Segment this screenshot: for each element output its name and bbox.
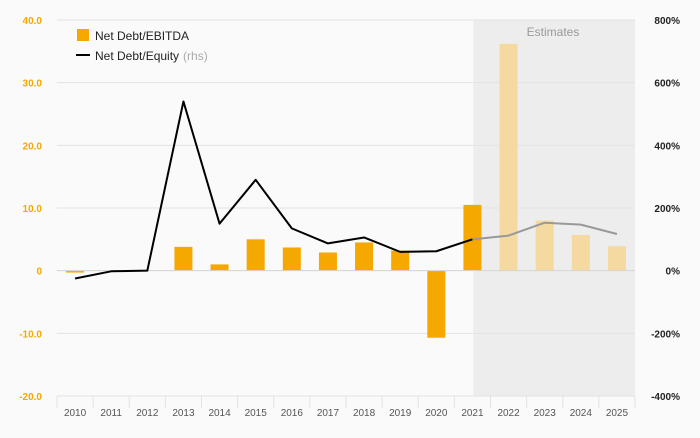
legend: Net Debt/EBITDA Net Debt/Equity (rhs)	[76, 29, 208, 63]
bar-2013	[174, 246, 193, 271]
x-tick-label-2012: 2012	[136, 408, 159, 419]
bar-2016	[282, 247, 301, 271]
x-tick-label-2010: 2010	[64, 408, 87, 419]
left-y-tick-label: 30.0	[23, 79, 43, 90]
bar-2014	[210, 264, 229, 271]
line-series-actual	[74, 100, 473, 280]
bar-2015	[246, 239, 265, 271]
left-y-tick-label: 0	[36, 267, 42, 278]
legend-line-label: Net Debt/Equity (rhs)	[95, 49, 208, 63]
legend-bar-label: Net Debt/EBITDA	[95, 29, 189, 43]
bar-2017	[318, 252, 337, 271]
left-y-tick-label: 40.0	[23, 16, 43, 27]
right-y-tick-label: 600%	[654, 79, 680, 90]
x-tick-label-2023: 2023	[534, 408, 557, 419]
bar-2010	[66, 270, 85, 273]
estimates-label: Estimates	[527, 25, 580, 39]
x-tick-label-2015: 2015	[245, 408, 268, 419]
left-y-tick-label: 20.0	[23, 141, 43, 152]
x-tick-label-2025: 2025	[606, 408, 629, 419]
x-tick-label-2011: 2011	[100, 408, 122, 419]
x-tick-label-2020: 2020	[425, 408, 448, 419]
legend-line-rhs-suffix: (rhs)	[183, 49, 208, 63]
x-tick-label-2016: 2016	[281, 408, 304, 419]
bar-2019	[391, 250, 410, 271]
x-tick-label-2021: 2021	[461, 408, 484, 419]
legend-line-name: Net Debt/Equity	[95, 49, 179, 63]
x-tick-label-2024: 2024	[570, 408, 593, 419]
x-tick-label-2022: 2022	[497, 408, 520, 419]
bar-2020	[427, 270, 446, 338]
right-y-tick-label: 0%	[666, 267, 681, 278]
bar-2018	[355, 242, 374, 271]
x-tick-label-2019: 2019	[389, 408, 412, 419]
right-y-tick-label: 400%	[654, 141, 680, 152]
left-y-tick-label: -10.0	[19, 329, 42, 340]
bar-2024	[571, 234, 590, 271]
right-y-tick-label: -200%	[651, 329, 680, 340]
x-tick-label-2017: 2017	[317, 408, 340, 419]
bar-2025	[607, 246, 626, 271]
x-tick-label-2014: 2014	[208, 408, 231, 419]
left-y-tick-label: -20.0	[19, 392, 42, 403]
right-y-tick-label: 200%	[654, 204, 680, 215]
right-y-tick-label: 800%	[654, 16, 680, 27]
x-tick-label-2018: 2018	[353, 408, 376, 419]
x-tick-label-2013: 2013	[172, 408, 195, 419]
line-series-estimates	[472, 221, 618, 241]
right-y-tick-label: -400%	[651, 392, 680, 403]
left-y-tick-label: 10.0	[23, 204, 43, 215]
legend-bar-swatch	[77, 29, 89, 41]
bar-2022	[499, 43, 518, 271]
bar-2021	[463, 204, 482, 271]
bar-2023	[535, 220, 554, 271]
